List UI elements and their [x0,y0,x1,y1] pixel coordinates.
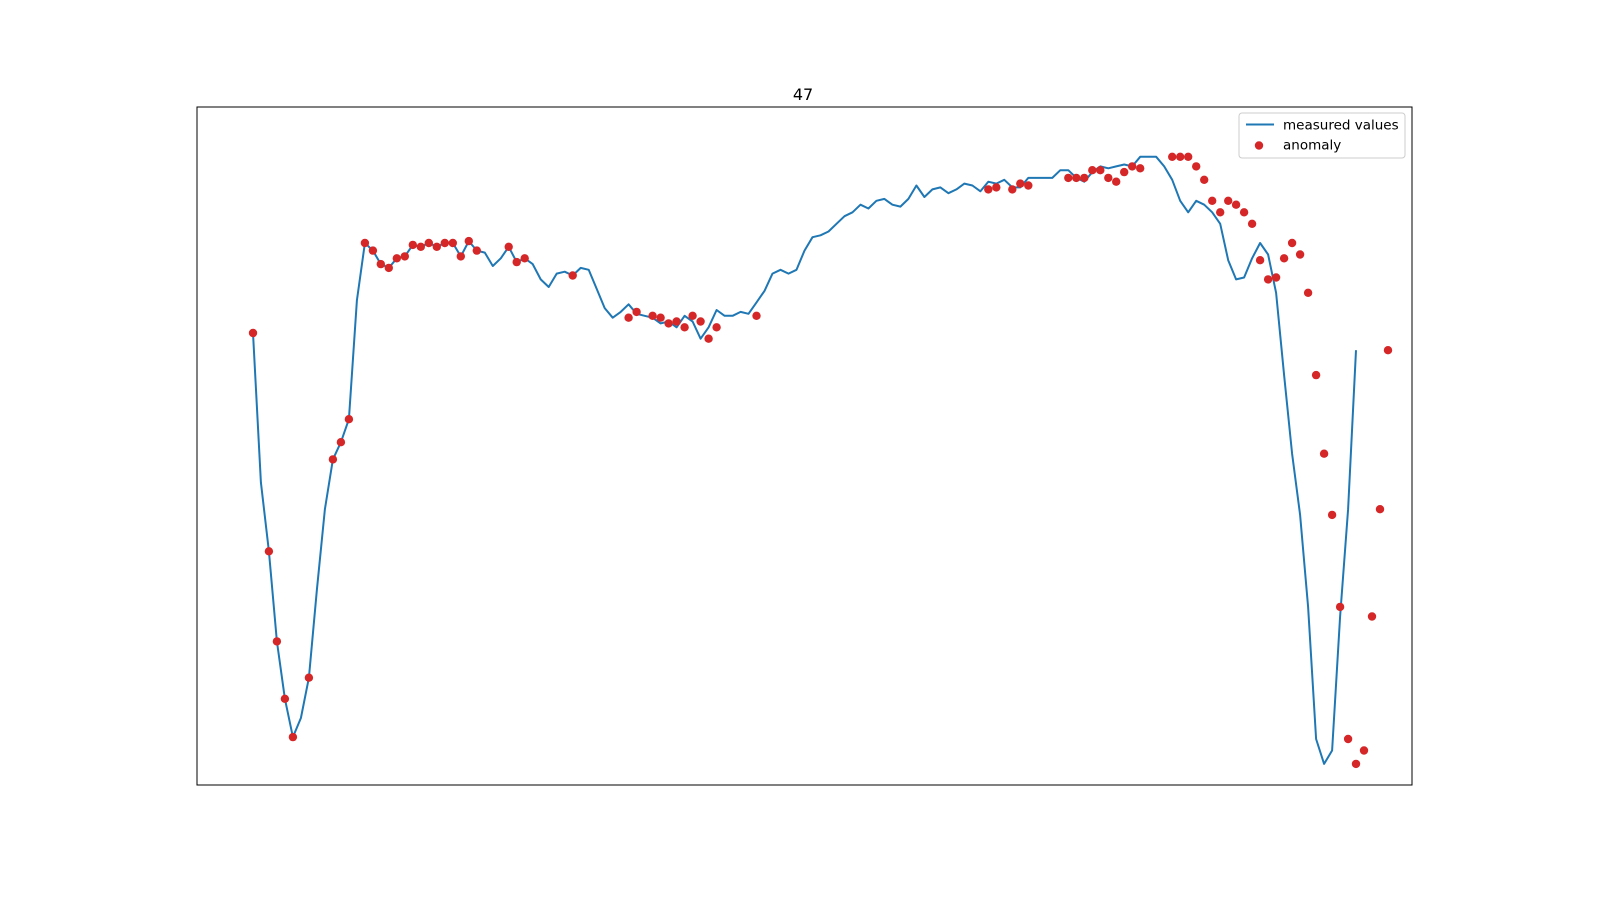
anomaly-point [1239,208,1249,217]
anomaly-point [624,313,633,322]
anomaly-point [1343,734,1353,744]
anomaly-point [1112,177,1121,186]
anomaly-point [656,313,665,322]
anomaly-point [376,259,385,269]
anomaly-point [272,637,282,646]
anomaly-point [1263,275,1273,284]
anomaly-point [280,694,290,703]
anomaly-point [1231,200,1241,209]
anomaly-point [1200,175,1209,184]
anomaly-point [1271,273,1281,282]
anomaly-point [1247,219,1257,228]
anomaly-point [1383,346,1393,355]
anomaly-point [1128,162,1137,171]
anomaly-point [1024,181,1033,190]
anomaly-point [328,455,338,464]
anomaly-point [424,238,433,248]
anomaly-point [712,323,721,332]
anomaly-point [1295,250,1305,259]
anomaly-point [1008,185,1017,194]
anomaly-point [1279,254,1289,263]
anomaly-point [1287,238,1297,248]
anomaly-point [504,242,513,251]
legend-label-measured-values: measured values [1283,118,1399,134]
anomaly-point [1255,256,1265,265]
anomaly-point [1072,173,1081,183]
anomaly-point [992,183,1001,192]
anomaly-point [648,311,657,320]
anomaly-point [472,246,481,255]
anomaly-point [1096,166,1105,175]
anomaly-point [672,317,681,326]
anomaly-point [416,242,425,251]
anomaly-point [1351,759,1361,769]
axes-frame [196,106,1413,786]
anomaly-point [1311,370,1321,380]
anomaly-point [1192,162,1201,171]
anomaly-point [1359,746,1369,755]
anomaly-point [432,242,441,251]
anomaly-point [664,319,673,328]
chart-title: 47 [793,85,813,104]
anomaly-point [1184,152,1193,161]
legend-box [1238,112,1406,159]
anomaly-point [304,673,314,682]
anomaly-point [1016,179,1025,188]
anomaly-point [264,547,274,556]
anomaly-point [680,323,689,332]
anomaly-point [1176,152,1185,161]
anomaly-point [1088,166,1097,175]
anomaly-point [1064,173,1073,183]
anomaly-point [568,271,577,280]
anomaly-point [408,240,417,250]
anomaly-point [1375,505,1385,514]
anomaly-point [1303,288,1313,297]
legend-label-anomaly: anomaly [1283,138,1341,154]
anomaly-point [440,238,449,248]
anomaly-point [1168,152,1177,161]
anomaly-point [984,185,993,194]
anomaly-point [1104,173,1113,183]
anomaly-point [1319,449,1329,458]
anomaly-point [288,732,298,742]
anomaly-point [360,238,370,248]
anomaly-point [752,311,761,320]
plot-area [248,152,1393,769]
anomaly-point [1136,164,1145,173]
anomaly-point [1327,510,1337,520]
anomaly-point [464,236,473,246]
anomaly-point [1335,602,1345,612]
anomaly-point [368,246,378,255]
anomaly-point [400,252,409,261]
anomaly-point [696,317,705,326]
legend-anomaly-swatch [1254,141,1264,150]
anomaly-point [392,254,401,263]
anomaly-point [1208,196,1217,205]
anomaly-point [520,254,529,263]
anomaly-point [632,307,641,317]
anomaly-point [456,252,465,261]
anomaly-point [344,415,354,424]
anomaly-point [248,328,258,338]
anomaly-point [1216,208,1225,217]
anomaly-point [512,257,521,267]
legend: measured values anomaly [1238,112,1406,159]
anomaly-point [1120,167,1129,177]
anomaly-point [704,334,713,343]
anomaly-point [1080,173,1089,183]
anomaly-point [336,438,346,447]
anomaly-point [448,238,457,248]
anomaly-point [688,311,697,320]
anomaly-point [384,263,393,273]
anomaly-point [1224,196,1233,205]
anomaly-point [1367,612,1377,621]
